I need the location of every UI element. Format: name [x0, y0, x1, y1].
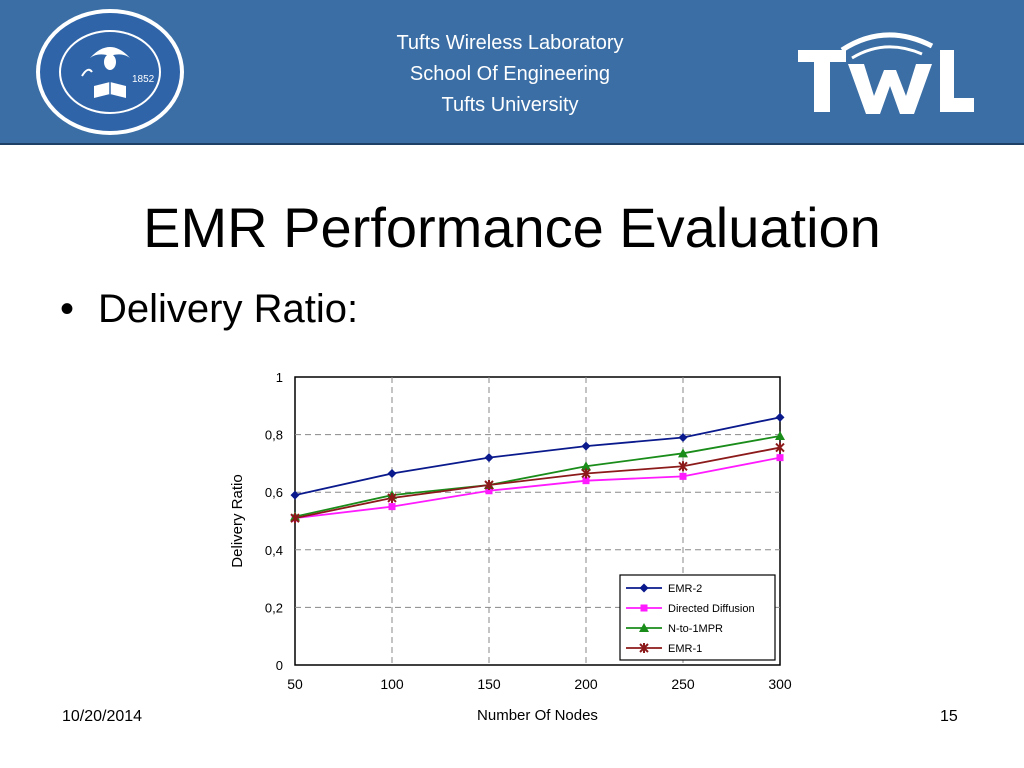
data-point [290, 490, 300, 500]
data-point [582, 477, 590, 485]
data-point [581, 461, 591, 471]
y-tick-label: 0,6 [265, 485, 283, 500]
data-point [776, 454, 784, 462]
slide-header: 1852 Tufts Wireless Laboratory School Of… [0, 0, 1024, 145]
slide-number: 15 [940, 708, 958, 725]
data-point [678, 461, 688, 472]
data-point [678, 448, 688, 458]
series-line [294, 416, 781, 496]
y-tick-label: 0,2 [265, 600, 283, 615]
legend-marker [639, 623, 649, 632]
university-name: Tufts University [441, 94, 579, 116]
data-point [484, 453, 494, 463]
data-point [387, 492, 397, 503]
data-point [775, 442, 785, 453]
bullet-dot: • [60, 287, 75, 331]
university-seal-icon: 1852 [36, 9, 184, 135]
series-line [294, 456, 781, 520]
data-point [387, 468, 397, 478]
legend-marker [640, 604, 648, 612]
legend-label: EMR-2 [668, 583, 702, 595]
data-point [775, 412, 785, 422]
legend-label: EMR-1 [668, 643, 702, 655]
x-tick-label: 250 [671, 676, 695, 692]
x-axis-label: Number Of Nodes [477, 707, 598, 724]
twl-logo-icon [798, 32, 974, 114]
x-tick-label: 100 [380, 676, 404, 692]
legend-marker [639, 583, 649, 593]
y-axis-label: Delivery Ratio [229, 474, 246, 567]
legend-label: N-to-1MPR [668, 623, 723, 635]
bullet-item: • Delivery Ratio: [60, 282, 358, 336]
y-tick-label: 0,4 [265, 543, 283, 558]
lab-name: Tufts Wireless Laboratory [396, 32, 624, 54]
x-tick-label: 200 [574, 676, 598, 692]
y-tick-label: 0 [276, 658, 283, 673]
data-point [388, 503, 396, 511]
bullet-text: Delivery Ratio: [98, 287, 359, 331]
legend-label: Directed Diffusion [668, 603, 755, 615]
x-tick-label: 50 [287, 676, 303, 692]
seal-year: 1852 [132, 74, 155, 85]
y-tick-label: 0,8 [265, 428, 283, 443]
data-point [775, 431, 785, 441]
y-tick-label: 1 [276, 370, 283, 385]
legend-marker [639, 643, 649, 653]
data-point [485, 487, 493, 495]
data-point [484, 480, 494, 490]
school-name: School Of Engineering [409, 63, 611, 85]
data-point [678, 432, 688, 442]
x-tick-label: 150 [477, 676, 501, 692]
slide-date: 10/20/2014 [62, 708, 143, 725]
series-line [294, 446, 781, 520]
header-text: Tufts Wireless Laboratory School Of Engi… [330, 28, 690, 121]
data-point [290, 513, 300, 524]
x-tick-label: 300 [768, 676, 792, 692]
series-line [294, 435, 781, 518]
slide-title: EMR Performance Evaluation [143, 196, 881, 259]
data-point [581, 468, 591, 479]
data-point [679, 472, 687, 480]
data-point [581, 441, 591, 451]
